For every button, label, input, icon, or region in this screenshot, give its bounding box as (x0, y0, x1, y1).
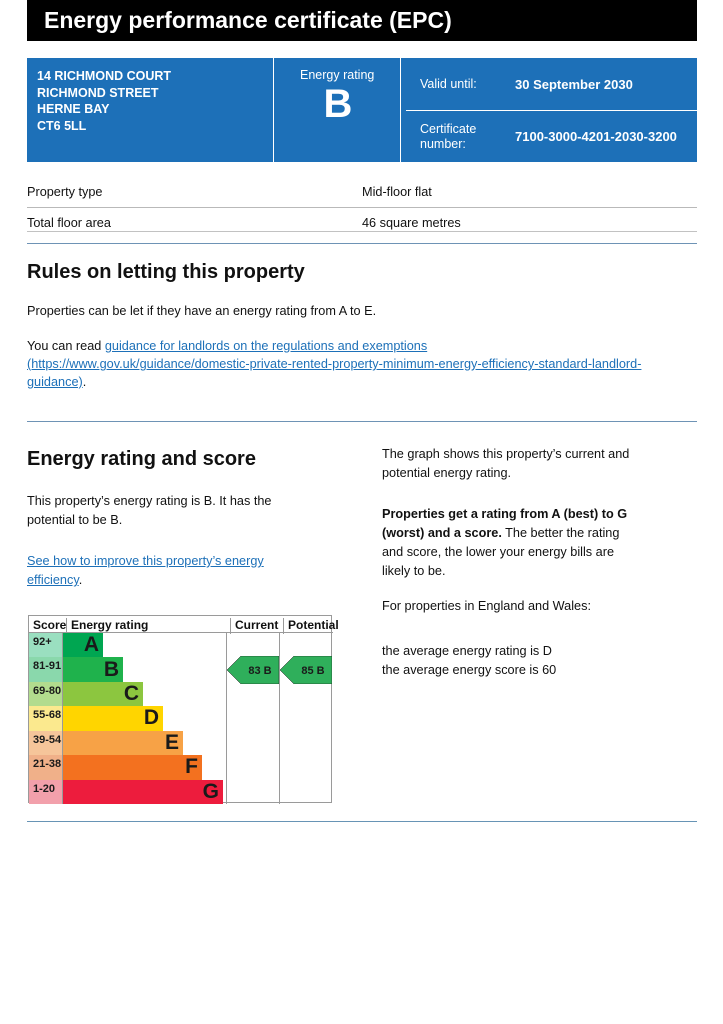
svg-text:85 B: 85 B (301, 665, 324, 677)
svg-text:83 B: 83 B (248, 665, 271, 677)
